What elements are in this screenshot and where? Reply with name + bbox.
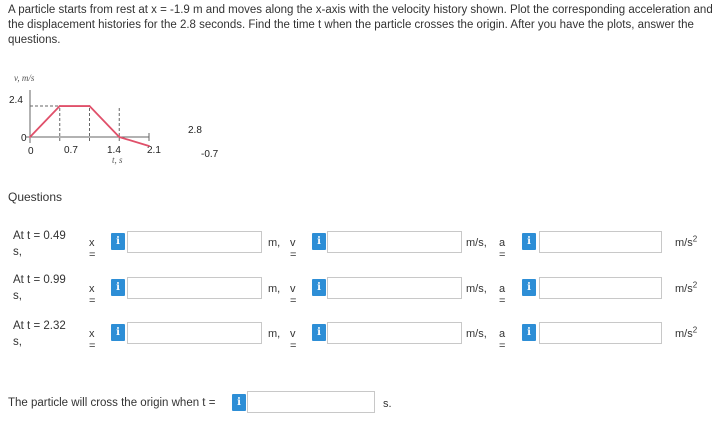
v-answer-input-2[interactable] — [327, 277, 462, 299]
info-icon[interactable]: i — [522, 279, 536, 296]
v-answer-input-3[interactable] — [327, 322, 462, 344]
info-icon[interactable]: i — [522, 233, 536, 250]
cross-time-unit: s. — [383, 398, 392, 410]
cross-origin-question: The particle will cross the origin when … — [8, 397, 216, 409]
v-unit-3: m/s, — [466, 328, 487, 340]
x-prefix-1: x = — [89, 237, 96, 261]
velocity-segment-3 — [118, 136, 150, 147]
velocity-series — [29, 105, 150, 147]
v-tick-label: 2.4 — [9, 95, 23, 106]
question-label-3: At t = 2.32 s, — [13, 320, 66, 348]
min-v-label: -0.7 — [201, 149, 219, 160]
a-unit-sup-1: 2 — [692, 234, 698, 244]
v-unit-2: m/s, — [466, 283, 487, 295]
info-icon[interactable]: i — [312, 233, 326, 250]
info-icon[interactable]: i — [111, 324, 125, 341]
info-icon[interactable]: i — [232, 394, 246, 411]
info-icon[interactable]: i — [312, 324, 326, 341]
a-prefix-2: a = — [499, 283, 506, 307]
origin-v-label: 0 — [21, 133, 27, 144]
graph-axes — [26, 90, 150, 143]
a-prefix-1: a = — [499, 237, 506, 261]
x-prefix-2: x = — [89, 283, 96, 307]
info-icon[interactable]: i — [111, 233, 125, 250]
velocity-segment-0 — [29, 105, 61, 138]
info-icon[interactable]: i — [312, 279, 326, 296]
a-answer-input-3[interactable] — [539, 322, 662, 344]
a-unit-sup-2: 2 — [692, 280, 698, 290]
v-unit-1: m/s, — [466, 237, 487, 249]
t-tick-label-1: 1.4 — [107, 145, 121, 156]
velocity-segment-2 — [88, 105, 121, 138]
x-prefix-3: x = — [89, 328, 96, 352]
end-t-label: 2.8 — [188, 125, 202, 136]
t-tick-label-2: 2.1 — [147, 145, 161, 156]
a-answer-input-2[interactable] — [539, 277, 662, 299]
x-unit-2: m, — [268, 283, 281, 295]
cross-time-input[interactable] — [247, 391, 375, 413]
velocity-graph-svg: v, m/s 2.4 0 0 0.7 1.4 2.1 2.8 -0.7 t, s — [9, 73, 219, 165]
a-unit-base-3: m/s — [675, 328, 693, 340]
x-answer-input-1[interactable] — [127, 231, 262, 253]
questions-heading: Questions — [8, 190, 63, 204]
x-unit-3: m, — [268, 328, 281, 340]
v-prefix-2: v = — [290, 283, 297, 307]
question-label-1: At t = 0.49 s, — [13, 230, 66, 258]
x-answer-input-2[interactable] — [127, 277, 262, 299]
v-answer-input-1[interactable] — [327, 231, 462, 253]
question-label-2: At t = 0.99 s, — [13, 274, 66, 302]
v-prefix-1: v = — [290, 237, 297, 261]
velocity-graph: v, m/s 2.4 0 0 0.7 1.4 2.1 2.8 -0.7 t, s — [0, 70, 240, 190]
origin-t-label: 0 — [28, 146, 34, 157]
a-unit-1: m/s2 — [675, 234, 698, 249]
problem-statement: A particle starts from rest at x = -1.9 … — [8, 4, 713, 46]
info-icon[interactable]: i — [111, 279, 125, 296]
info-icon[interactable]: i — [522, 324, 536, 341]
x-answer-input-3[interactable] — [127, 322, 262, 344]
a-unit-base-1: m/s — [675, 237, 693, 249]
a-unit-2: m/s2 — [675, 280, 698, 295]
t-tick-label-0: 0.7 — [64, 145, 78, 156]
a-unit-base-2: m/s — [675, 283, 693, 295]
a-prefix-3: a = — [499, 328, 506, 352]
a-answer-input-1[interactable] — [539, 231, 662, 253]
v-axis-label: v, m/s — [14, 73, 35, 83]
x-unit-1: m, — [268, 237, 281, 249]
t-axis-label: t, s — [112, 155, 123, 165]
v-prefix-3: v = — [290, 328, 297, 352]
a-unit-sup-3: 2 — [692, 325, 698, 335]
a-unit-3: m/s2 — [675, 325, 698, 340]
